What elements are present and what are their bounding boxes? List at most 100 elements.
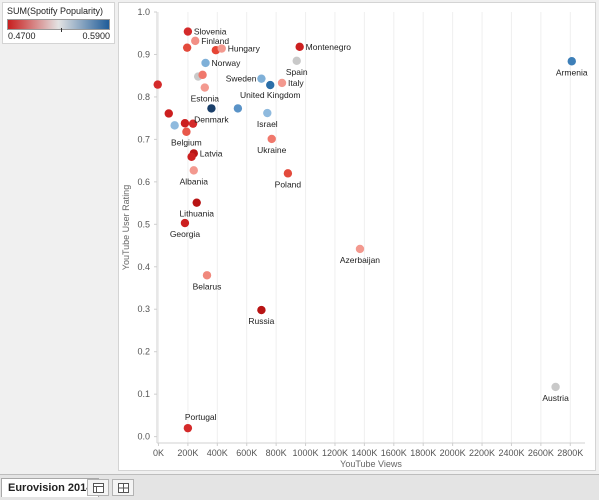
legend-gradient-bar[interactable] xyxy=(7,19,110,30)
point-label: Lithuania xyxy=(179,209,214,219)
y-tick-label: 0.7 xyxy=(137,134,150,144)
data-point[interactable] xyxy=(153,80,162,89)
point-label: Albania xyxy=(180,176,209,186)
new-worksheet-icon xyxy=(93,483,104,493)
y-tick-label: 0.3 xyxy=(137,304,150,314)
data-point-denmark[interactable] xyxy=(207,104,216,113)
y-tick-label: 0.6 xyxy=(137,177,150,187)
data-point[interactable] xyxy=(170,121,179,130)
point-label: Ukraine xyxy=(257,145,287,155)
x-tick-label: 1400K xyxy=(351,448,377,458)
data-point[interactable] xyxy=(198,70,207,80)
x-tick-label: 2000K xyxy=(440,448,466,458)
x-axis-title: YouTube Views xyxy=(340,459,402,469)
data-point-estonia[interactable] xyxy=(200,83,210,92)
data-point-spain[interactable] xyxy=(292,56,301,66)
point-label: Russia xyxy=(248,316,274,326)
legend-title: SUM(Spotify Popularity) xyxy=(7,6,104,16)
data-point[interactable] xyxy=(164,109,173,118)
x-tick-label: 800K xyxy=(266,448,287,458)
x-tick-label: 400K xyxy=(207,448,228,458)
x-tick-label: 1200K xyxy=(322,448,348,458)
y-tick-label: 1.0 xyxy=(137,7,150,17)
point-label: Poland xyxy=(275,179,302,189)
x-tick-label: 2600K xyxy=(528,448,554,458)
x-tick-label: 0K xyxy=(153,448,164,458)
new-dashboard-button[interactable] xyxy=(112,479,134,496)
point-label: Belarus xyxy=(193,281,222,291)
data-point-austria[interactable] xyxy=(551,382,560,392)
data-point-sweden[interactable] xyxy=(257,74,266,83)
point-label: Hungary xyxy=(228,44,261,54)
point-label: Slovenia xyxy=(194,27,227,37)
point-label: Portugal xyxy=(185,412,217,422)
y-axis-title: YouTube User Rating xyxy=(121,185,131,270)
point-label: Austria xyxy=(542,393,569,403)
x-tick-label: 2200K xyxy=(469,448,495,458)
data-point[interactable] xyxy=(266,80,275,90)
x-tick-label: 600K xyxy=(236,448,257,458)
data-point-azerbaijan[interactable] xyxy=(355,244,365,254)
data-point-hungary[interactable] xyxy=(217,44,226,53)
y-tick-label: 0.4 xyxy=(137,262,150,272)
new-dashboard-icon xyxy=(118,483,129,493)
data-point-belarus[interactable] xyxy=(202,271,212,280)
data-point-ukraine[interactable] xyxy=(267,134,276,144)
data-point-georgia[interactable] xyxy=(180,218,190,228)
point-label: Azerbaijan xyxy=(340,255,380,265)
scatter-plot-pane[interactable]: 0K 200K 400K 600K 800K 1000K 1200K 1400K 1600K 18… xyxy=(118,2,596,471)
y-tick-label: 0.0 xyxy=(137,432,150,442)
data-point-albania[interactable] xyxy=(189,166,198,175)
y-tick-label: 0.9 xyxy=(137,49,150,59)
data-point[interactable] xyxy=(180,119,190,128)
y-tick-label: 0.1 xyxy=(137,389,150,399)
x-tick-label: 200K xyxy=(177,448,198,458)
x-tick-label: 2400K xyxy=(498,448,524,458)
sheet-tab-eurovision-2014[interactable]: Eurovision 2014 xyxy=(1,478,100,497)
data-point[interactable] xyxy=(187,152,196,161)
data-point-poland[interactable] xyxy=(283,169,293,178)
point-label: Norway xyxy=(212,58,242,68)
data-point-finland[interactable] xyxy=(191,36,200,46)
point-label: Georgia xyxy=(170,229,201,239)
legend-max-label: 0.5900 xyxy=(82,31,110,41)
data-point-montenegro[interactable] xyxy=(295,42,304,52)
data-point-russia[interactable] xyxy=(257,305,266,315)
x-tick-label: 1800K xyxy=(410,448,436,458)
data-point-slovenia[interactable] xyxy=(183,27,193,36)
data-point-portugal[interactable] xyxy=(183,423,193,433)
y-tick-label: 0.5 xyxy=(137,219,150,229)
data-point[interactable] xyxy=(233,104,243,113)
data-point-italy[interactable] xyxy=(277,78,287,88)
point-label: Montenegro xyxy=(306,42,352,52)
point-label: Armenia xyxy=(556,67,588,77)
point-label: United Kingdom xyxy=(240,90,300,100)
x-tick-label: 1000K xyxy=(293,448,319,458)
data-point-lithuania[interactable] xyxy=(192,198,201,207)
x-tick-label: 2800K xyxy=(557,448,583,458)
point-label: Finland xyxy=(201,36,229,46)
data-point[interactable] xyxy=(182,43,192,52)
point-label: Latvia xyxy=(200,148,223,158)
point-label: Denmark xyxy=(194,114,229,124)
data-point-israel[interactable] xyxy=(263,108,272,118)
x-tick-label: 1600K xyxy=(381,448,407,458)
point-label: Italy xyxy=(288,78,304,88)
point-label: Spain xyxy=(286,67,308,77)
point-label: Sweden xyxy=(226,74,257,84)
point-label: Israel xyxy=(257,119,278,129)
data-point-belgium[interactable] xyxy=(182,127,191,136)
y-tick-label: 0.8 xyxy=(137,92,150,102)
point-label: Belgium xyxy=(171,138,202,148)
data-point-norway[interactable] xyxy=(201,58,210,68)
color-legend: SUM(Spotify Popularity) 0.4700 0.5900 xyxy=(2,2,115,44)
data-point-armenia[interactable] xyxy=(567,57,576,66)
data-point[interactable] xyxy=(188,119,198,128)
y-tick-label: 0.2 xyxy=(137,347,150,357)
legend-midpoint-marker xyxy=(61,28,62,32)
legend-min-label: 0.4700 xyxy=(8,31,36,41)
new-worksheet-button[interactable] xyxy=(87,479,109,496)
sheet-tab-bar: Eurovision 2014 xyxy=(0,474,599,500)
point-label: Estonia xyxy=(191,94,220,104)
scatter-chart[interactable]: 0K 200K 400K 600K 800K 1000K 1200K 1400K 1600K 18… xyxy=(119,3,595,470)
